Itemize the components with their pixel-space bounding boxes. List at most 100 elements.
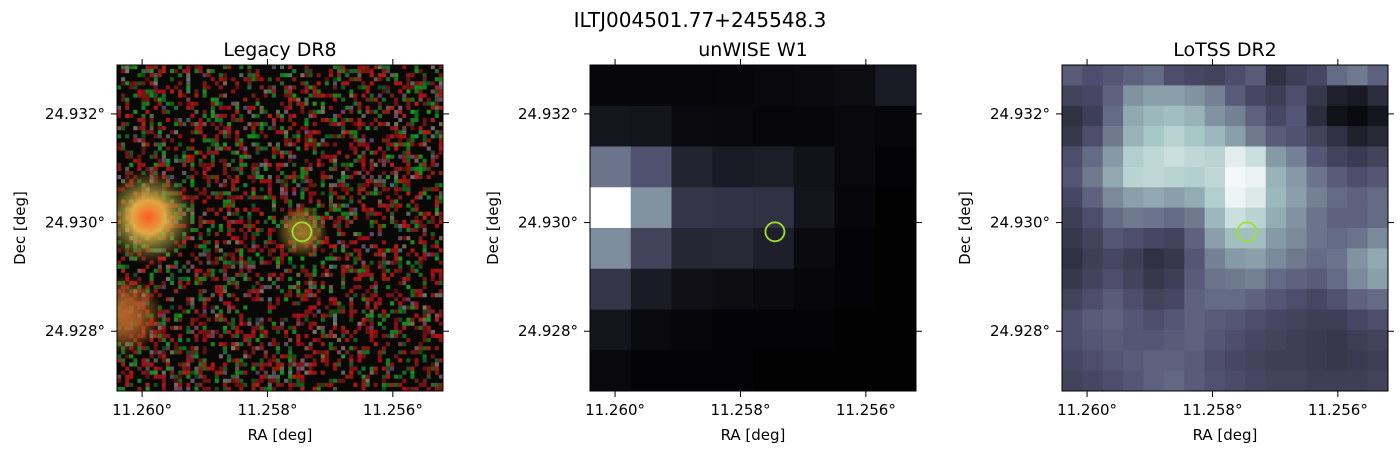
image-pixel	[1306, 350, 1328, 372]
image-pixel	[753, 309, 795, 351]
image-pixel	[590, 187, 632, 229]
image-pixel	[1367, 228, 1388, 249]
image-pixel	[753, 228, 795, 270]
image-pixel	[1123, 370, 1145, 391]
image-pixel	[1245, 329, 1267, 351]
image-pixel	[1245, 350, 1267, 372]
image-pixel	[712, 350, 754, 391]
image-pixel	[1286, 105, 1308, 127]
image-pixel	[1306, 268, 1328, 290]
image-pixel	[1286, 329, 1308, 351]
image-pixel	[1143, 289, 1165, 311]
image-pixel	[875, 228, 916, 270]
image-pixel	[1367, 85, 1388, 107]
image-pixel	[834, 65, 876, 107]
axes-frame	[116, 64, 444, 392]
image-pixel	[753, 350, 795, 391]
image-pixel	[1265, 350, 1287, 372]
image-pixel	[1265, 248, 1287, 270]
x-axis-label: RA [deg]	[721, 426, 786, 444]
image-pixel	[1225, 248, 1246, 270]
image-pixel	[1245, 309, 1267, 331]
image-pixel	[1347, 370, 1369, 391]
image-pixel	[1367, 370, 1388, 391]
image-pixel	[1347, 309, 1369, 331]
image-pixel	[1123, 146, 1145, 168]
image-pixel	[1082, 268, 1104, 290]
image-pixel	[1163, 289, 1185, 311]
image-pixel	[1367, 146, 1388, 168]
image-pixel	[1347, 126, 1369, 148]
image-pixel	[1265, 146, 1287, 168]
image-pixel	[1163, 329, 1185, 351]
image-pixel	[1306, 105, 1328, 127]
image-pixel	[1184, 350, 1206, 372]
image-pixel	[1062, 350, 1083, 372]
image-pixel	[1245, 85, 1267, 107]
image-pixel	[1082, 248, 1104, 270]
image-pixel	[1062, 289, 1083, 311]
image-pixel	[875, 105, 916, 148]
image-pixel	[1326, 350, 1348, 372]
image-pixel	[1265, 126, 1287, 148]
x-axis-label: RA [deg]	[248, 426, 313, 444]
image-pixel	[671, 350, 713, 391]
image-pixel	[1082, 228, 1104, 249]
image-pixel	[1286, 268, 1308, 290]
image-pixel	[1326, 146, 1348, 168]
image-pixel	[1225, 207, 1246, 229]
image-pixel	[590, 105, 632, 148]
x-tick-label: 11.258°	[710, 401, 770, 419]
image-pixel	[630, 146, 673, 188]
image-pixel	[1347, 289, 1369, 311]
image-pixel	[1082, 126, 1104, 148]
target-marker-circle	[764, 221, 786, 243]
image-pixel	[1082, 85, 1104, 107]
image-pixel	[1347, 166, 1369, 188]
image-pixel	[1265, 370, 1287, 391]
y-tick-label: 24.932°	[990, 105, 1050, 123]
image-pixel	[753, 146, 795, 188]
image-pixel	[1062, 329, 1083, 351]
image-pixel	[1367, 166, 1388, 188]
image-pixel	[1062, 105, 1083, 127]
image-pixel	[1163, 268, 1185, 290]
image-pixel	[1225, 329, 1246, 351]
image-pixel	[834, 105, 876, 148]
image-pixel	[1082, 370, 1104, 391]
x-tick-label: 11.256°	[836, 401, 896, 419]
x-tick-label: 11.260°	[585, 401, 645, 419]
image-pixel	[1265, 309, 1287, 331]
image-pixel	[590, 65, 632, 107]
image-pixel	[1082, 187, 1104, 209]
image-pixel	[1102, 207, 1124, 229]
image-pixel	[1347, 228, 1369, 249]
image-pixel	[671, 146, 713, 188]
image-pixel	[1163, 105, 1185, 127]
image-pixel	[1367, 268, 1388, 290]
image-pixel	[793, 268, 836, 311]
image-pixel	[1265, 289, 1287, 311]
x-tick-label: 11.256°	[1308, 401, 1368, 419]
image-pixel	[1102, 350, 1124, 372]
image-pixel	[1123, 207, 1145, 229]
optical-source	[275, 205, 328, 258]
image-pixel	[1123, 228, 1145, 249]
image-pixel	[1102, 329, 1124, 351]
image-pixel	[1245, 268, 1267, 290]
image-pixel	[1163, 228, 1185, 249]
image-pixel	[1306, 289, 1328, 311]
axes-frame	[589, 64, 917, 392]
image-pixel	[1123, 85, 1145, 107]
image-pixel	[1367, 329, 1388, 351]
image-pixel	[1102, 146, 1124, 168]
image-pixel	[1184, 126, 1206, 148]
image-pixel	[1286, 350, 1308, 372]
image-pixel	[1306, 65, 1328, 86]
image-pixel	[1367, 187, 1388, 209]
image-pixel	[1123, 126, 1145, 148]
image-pixel	[1225, 126, 1246, 148]
image-pixel	[1184, 309, 1206, 331]
image-pixel	[834, 268, 876, 311]
